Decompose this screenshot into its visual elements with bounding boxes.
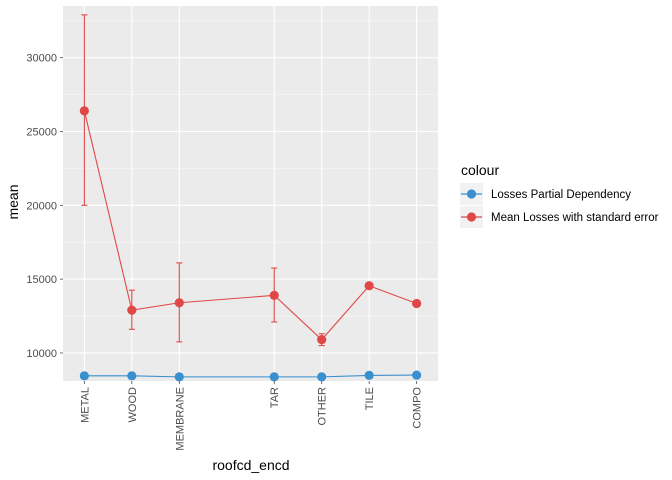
- data-point: [174, 298, 184, 308]
- y-tick-label: 15000: [26, 274, 57, 286]
- x-tick-label: WOOD: [127, 387, 139, 422]
- x-axis-title: roofcd_encd: [212, 457, 289, 473]
- legend-key-point-partial-dependency: [466, 189, 477, 199]
- legend-label-partial-dependency: Losses Partial Dependency: [491, 189, 631, 201]
- y-tick-label: 25000: [26, 126, 57, 138]
- data-point: [269, 290, 279, 300]
- series-layer: [79, 14, 422, 382]
- data-point: [269, 372, 279, 382]
- legend-key-point-mean-losses: [466, 212, 477, 222]
- data-point: [127, 305, 137, 315]
- legend: colour Losses Partial Dependency Mean Lo…: [460, 162, 659, 228]
- axis-layer: 10000 15000 20000 25000 30000 METAL WOOD MEMBRA…: [26, 53, 423, 451]
- x-tick-label: TAR: [269, 387, 281, 408]
- x-tick-label: MEMBRANE: [174, 387, 186, 451]
- data-point: [317, 372, 327, 382]
- data-point: [412, 370, 422, 380]
- y-tick-label: 10000: [26, 348, 57, 360]
- y-axis-title: mean: [5, 184, 21, 219]
- data-point: [127, 371, 137, 381]
- data-point: [364, 370, 374, 380]
- data-point: [174, 372, 184, 382]
- data-point: [79, 371, 89, 381]
- y-tick-label: 20000: [26, 200, 57, 212]
- data-point: [412, 298, 422, 309]
- legend-label-mean-losses: Mean Losses with standard error: [491, 212, 659, 224]
- y-tick-label: 30000: [26, 53, 57, 65]
- x-tick-label: COMPO: [412, 387, 424, 429]
- x-tick-label: METAL: [79, 387, 91, 423]
- plot-panel: [63, 6, 438, 381]
- legend-title: colour: [461, 162, 499, 178]
- data-point: [317, 335, 327, 345]
- data-point: [79, 106, 89, 116]
- minor-gridlines: [63, 20, 438, 317]
- data-point: [364, 281, 374, 291]
- x-tick-label: OTHER: [317, 387, 329, 426]
- x-tick-label: TILE: [364, 387, 376, 410]
